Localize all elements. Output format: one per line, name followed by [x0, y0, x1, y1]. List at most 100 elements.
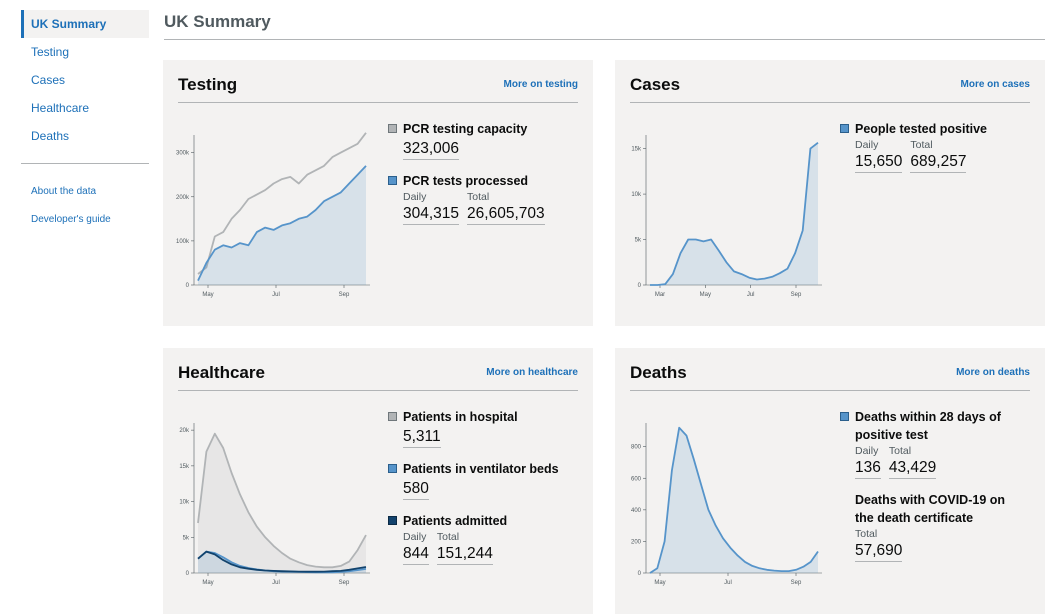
daily-caption: Daily	[403, 531, 427, 543]
metric-value: 5,311	[403, 427, 441, 448]
series-line-1	[197, 432, 367, 569]
metric-patients-admitted: Patients admitted Daily 844 Total 151,244	[388, 512, 588, 565]
x-tick-label: Jul	[724, 580, 732, 586]
y-tick-label: 20k	[179, 428, 190, 434]
y-tick-label: 0	[638, 283, 642, 289]
y-tick-label: 15k	[631, 147, 642, 153]
sidebar-item-testing[interactable]: Testing	[31, 45, 70, 59]
sidebar-item-cases[interactable]: Cases	[31, 73, 66, 87]
metric-label: People tested positive	[855, 122, 987, 136]
testing-card: Testing More on testing 0 100k 200k 300k May…	[163, 60, 593, 326]
sidebar-item-developers-guide[interactable]: Developer's guide	[31, 214, 111, 225]
x-tick-label: Sep	[791, 292, 802, 298]
total-caption: Total	[855, 528, 878, 540]
y-tick-label: 5k	[183, 535, 190, 541]
sidebar: UK Summary Testing Cases Healthcare Deat…	[21, 10, 149, 234]
y-tick-label: 600	[631, 476, 642, 482]
deaths-stats: Deaths within 28 days of positive test D…	[840, 408, 1040, 574]
daily-value: 136	[855, 458, 881, 479]
cases-chart: 0 5k 10k 15k Mar May Jul Sep	[631, 135, 822, 298]
sidebar-item-about-data[interactable]: About the data	[31, 186, 97, 197]
total-value: 43,429	[888, 458, 937, 479]
metric-label: Deaths within 28 days of positive test	[855, 410, 1001, 442]
cases-card-divider	[630, 102, 1030, 103]
metric-tested-positive: People tested positive Daily 15,650 Total…	[840, 120, 1040, 173]
total-value: 57,690	[855, 541, 903, 562]
more-on-deaths-link[interactable]: More on deaths	[956, 367, 1030, 378]
daily-value: 15,650	[855, 152, 903, 173]
more-on-cases-link[interactable]: More on cases	[960, 79, 1030, 90]
total-caption: Total	[910, 139, 933, 151]
total-caption: Total	[888, 445, 912, 457]
metric-label: Patients admitted	[403, 514, 508, 528]
healthcare-card-title: Healthcare	[178, 363, 265, 382]
metric-pcr-capacity: PCR testing capacity 323,006	[388, 120, 588, 160]
series-area-1	[650, 427, 818, 573]
y-tick-label: 10k	[631, 192, 642, 198]
cases-card-title: Cases	[630, 75, 681, 94]
daily-value: 844	[403, 544, 429, 565]
testing-chart: 0 100k 200k 300k May Jul Sep	[176, 132, 370, 298]
y-tick-label: 100k	[176, 239, 190, 245]
total-caption: Total	[436, 531, 460, 543]
deaths-card-title: Deaths	[630, 363, 687, 382]
healthcare-card: Healthcare More on healthcare 0 5k 10k 15k 2…	[163, 348, 593, 614]
sidebar-divider	[21, 163, 149, 164]
page-title: UK Summary	[164, 12, 271, 31]
total-value: 26,605,703	[467, 204, 545, 225]
cases-stats: People tested positive Daily 15,650 Total…	[840, 120, 1040, 185]
sidebar-item-healthcare[interactable]: Healthcare	[31, 101, 90, 115]
x-tick-label: Sep	[791, 580, 802, 586]
metric-deaths-28-days: Deaths within 28 days of positive test D…	[840, 408, 1040, 479]
legend-swatch-grey	[388, 412, 397, 421]
more-on-testing-link[interactable]: More on testing	[503, 79, 578, 90]
series-line-1	[650, 141, 819, 286]
series-line-1	[197, 132, 367, 275]
metric-value: 580	[403, 479, 429, 500]
metric-ventilator-beds: Patients in ventilator beds 580	[388, 460, 588, 500]
series-area-1	[650, 142, 818, 285]
legend-swatch-blue	[388, 464, 397, 473]
total-value: 151,244	[436, 544, 493, 565]
metric-patients-hospital: Patients in hospital 5,311	[388, 408, 588, 448]
deaths-card-divider	[630, 390, 1030, 391]
sidebar-item-deaths[interactable]: Deaths	[31, 129, 70, 143]
testing-card-title: Testing	[178, 75, 238, 94]
metric-label: PCR tests processed	[403, 174, 529, 188]
testing-card-divider	[178, 102, 578, 103]
y-tick-label: 0	[186, 571, 190, 577]
legend-swatch-blue	[840, 412, 849, 421]
y-tick-label: 800	[631, 445, 642, 451]
legend-swatch-navy	[388, 516, 397, 525]
x-tick-label: May	[202, 580, 213, 586]
sidebar-item-uk-summary[interactable]: UK Summary	[21, 10, 149, 38]
x-tick-label: May	[202, 292, 213, 298]
daily-caption: Daily	[855, 445, 879, 457]
y-tick-label: 300k	[176, 151, 190, 157]
deaths-chart: 0 200 400 600 800 May Jul Sep	[631, 423, 822, 586]
healthcare-chart: 0 5k 10k 15k 20k May Jul Sep	[179, 423, 370, 586]
x-tick-label: Jul	[272, 292, 280, 298]
series-line-2	[197, 165, 367, 281]
metric-label: PCR testing capacity	[403, 122, 528, 136]
series-line-1	[649, 426, 819, 574]
y-tick-label: 400	[631, 508, 642, 514]
metric-label: Deaths with COVID-19 on the death certif…	[855, 493, 1006, 525]
y-tick-label: 5k	[635, 238, 642, 244]
metric-label: Patients in ventilator beds	[403, 462, 559, 476]
legend-swatch-blue	[840, 124, 849, 133]
cases-card: Cases More on cases 0 5k 10k 15k Mar May Jul Se…	[615, 60, 1045, 326]
y-tick-label: 0	[638, 571, 642, 577]
total-value: 689,257	[910, 152, 967, 173]
y-tick-label: 15k	[179, 464, 190, 470]
y-tick-label: 200k	[176, 195, 190, 201]
more-on-healthcare-link[interactable]: More on healthcare	[486, 367, 578, 378]
metric-value: 323,006	[403, 139, 460, 160]
healthcare-card-divider	[178, 390, 578, 391]
x-tick-label: May	[700, 292, 711, 298]
metric-deaths-certificate: Deaths with COVID-19 on the death certif…	[840, 491, 1040, 562]
series-line-3	[197, 550, 367, 573]
total-caption: Total	[467, 191, 490, 203]
healthcare-stats: Patients in hospital 5,311 Patients in v…	[388, 408, 588, 577]
x-tick-label: Sep	[339, 580, 350, 586]
